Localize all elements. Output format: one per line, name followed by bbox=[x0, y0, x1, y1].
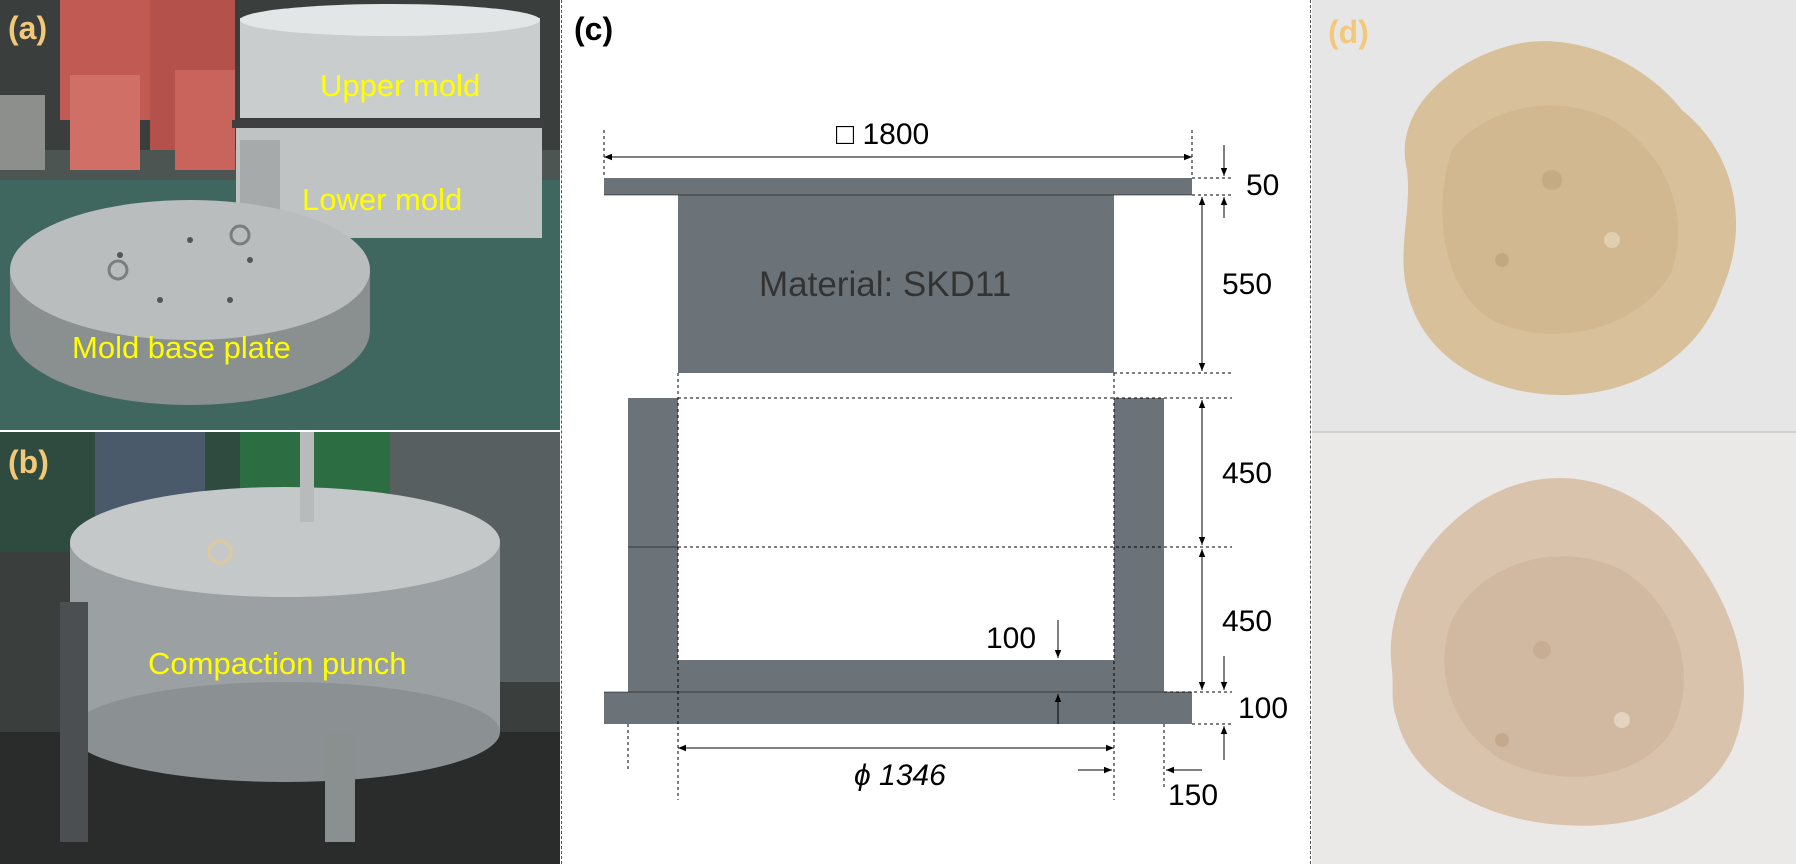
label-upper-mold: Upper mold bbox=[320, 68, 481, 103]
label-lower-mold: Lower mold bbox=[302, 182, 463, 217]
panel-letter-b: (b) bbox=[8, 444, 49, 480]
dim-width: □ 1800 bbox=[836, 118, 929, 151]
left-wall bbox=[628, 398, 678, 692]
dim-diameter: ϕ 1346 bbox=[854, 759, 946, 792]
panel-a: (a) Upper mold Lower mold Mold base plat… bbox=[0, 0, 560, 430]
dim-mid-height: 450 bbox=[1222, 457, 1272, 490]
dim-top-thickness: 50 bbox=[1246, 169, 1279, 202]
dim-inner-floor: 100 bbox=[986, 622, 1036, 655]
panel-letter-a: (a) bbox=[8, 10, 48, 46]
panel-letter-c: (c) bbox=[574, 11, 613, 47]
dim-upper-height: 550 bbox=[1222, 268, 1272, 301]
divider-left bbox=[561, 0, 562, 864]
powder-photos bbox=[1312, 0, 1796, 864]
upper-mold-block bbox=[678, 195, 1114, 373]
dim-wall-thickness: 150 bbox=[1168, 779, 1218, 812]
panel-b: (b) Compaction punch bbox=[0, 432, 560, 864]
panel-d: (d) bbox=[1312, 0, 1796, 864]
panel-letter-d: (d) bbox=[1328, 14, 1369, 50]
mold-parts-photo bbox=[0, 0, 560, 430]
material-label: Material: SKD11 bbox=[759, 265, 1011, 304]
label-mold-base-plate: Mold base plate bbox=[72, 330, 291, 365]
panel-c: (c) Material: SKD11 bbox=[562, 0, 1310, 864]
mold-dimension-drawing: (c) Material: SKD11 bbox=[574, 11, 1288, 812]
inner-floor bbox=[678, 660, 1114, 692]
top-plate bbox=[604, 178, 1192, 195]
label-compaction-punch: Compaction punch bbox=[148, 646, 407, 681]
compaction-punch-photo bbox=[0, 432, 560, 864]
dim-base-thickness: 100 bbox=[1238, 692, 1288, 725]
right-wall bbox=[1114, 398, 1164, 692]
base-plate bbox=[604, 692, 1192, 724]
divider-right bbox=[1310, 0, 1311, 864]
dim-low-height: 450 bbox=[1222, 605, 1272, 638]
